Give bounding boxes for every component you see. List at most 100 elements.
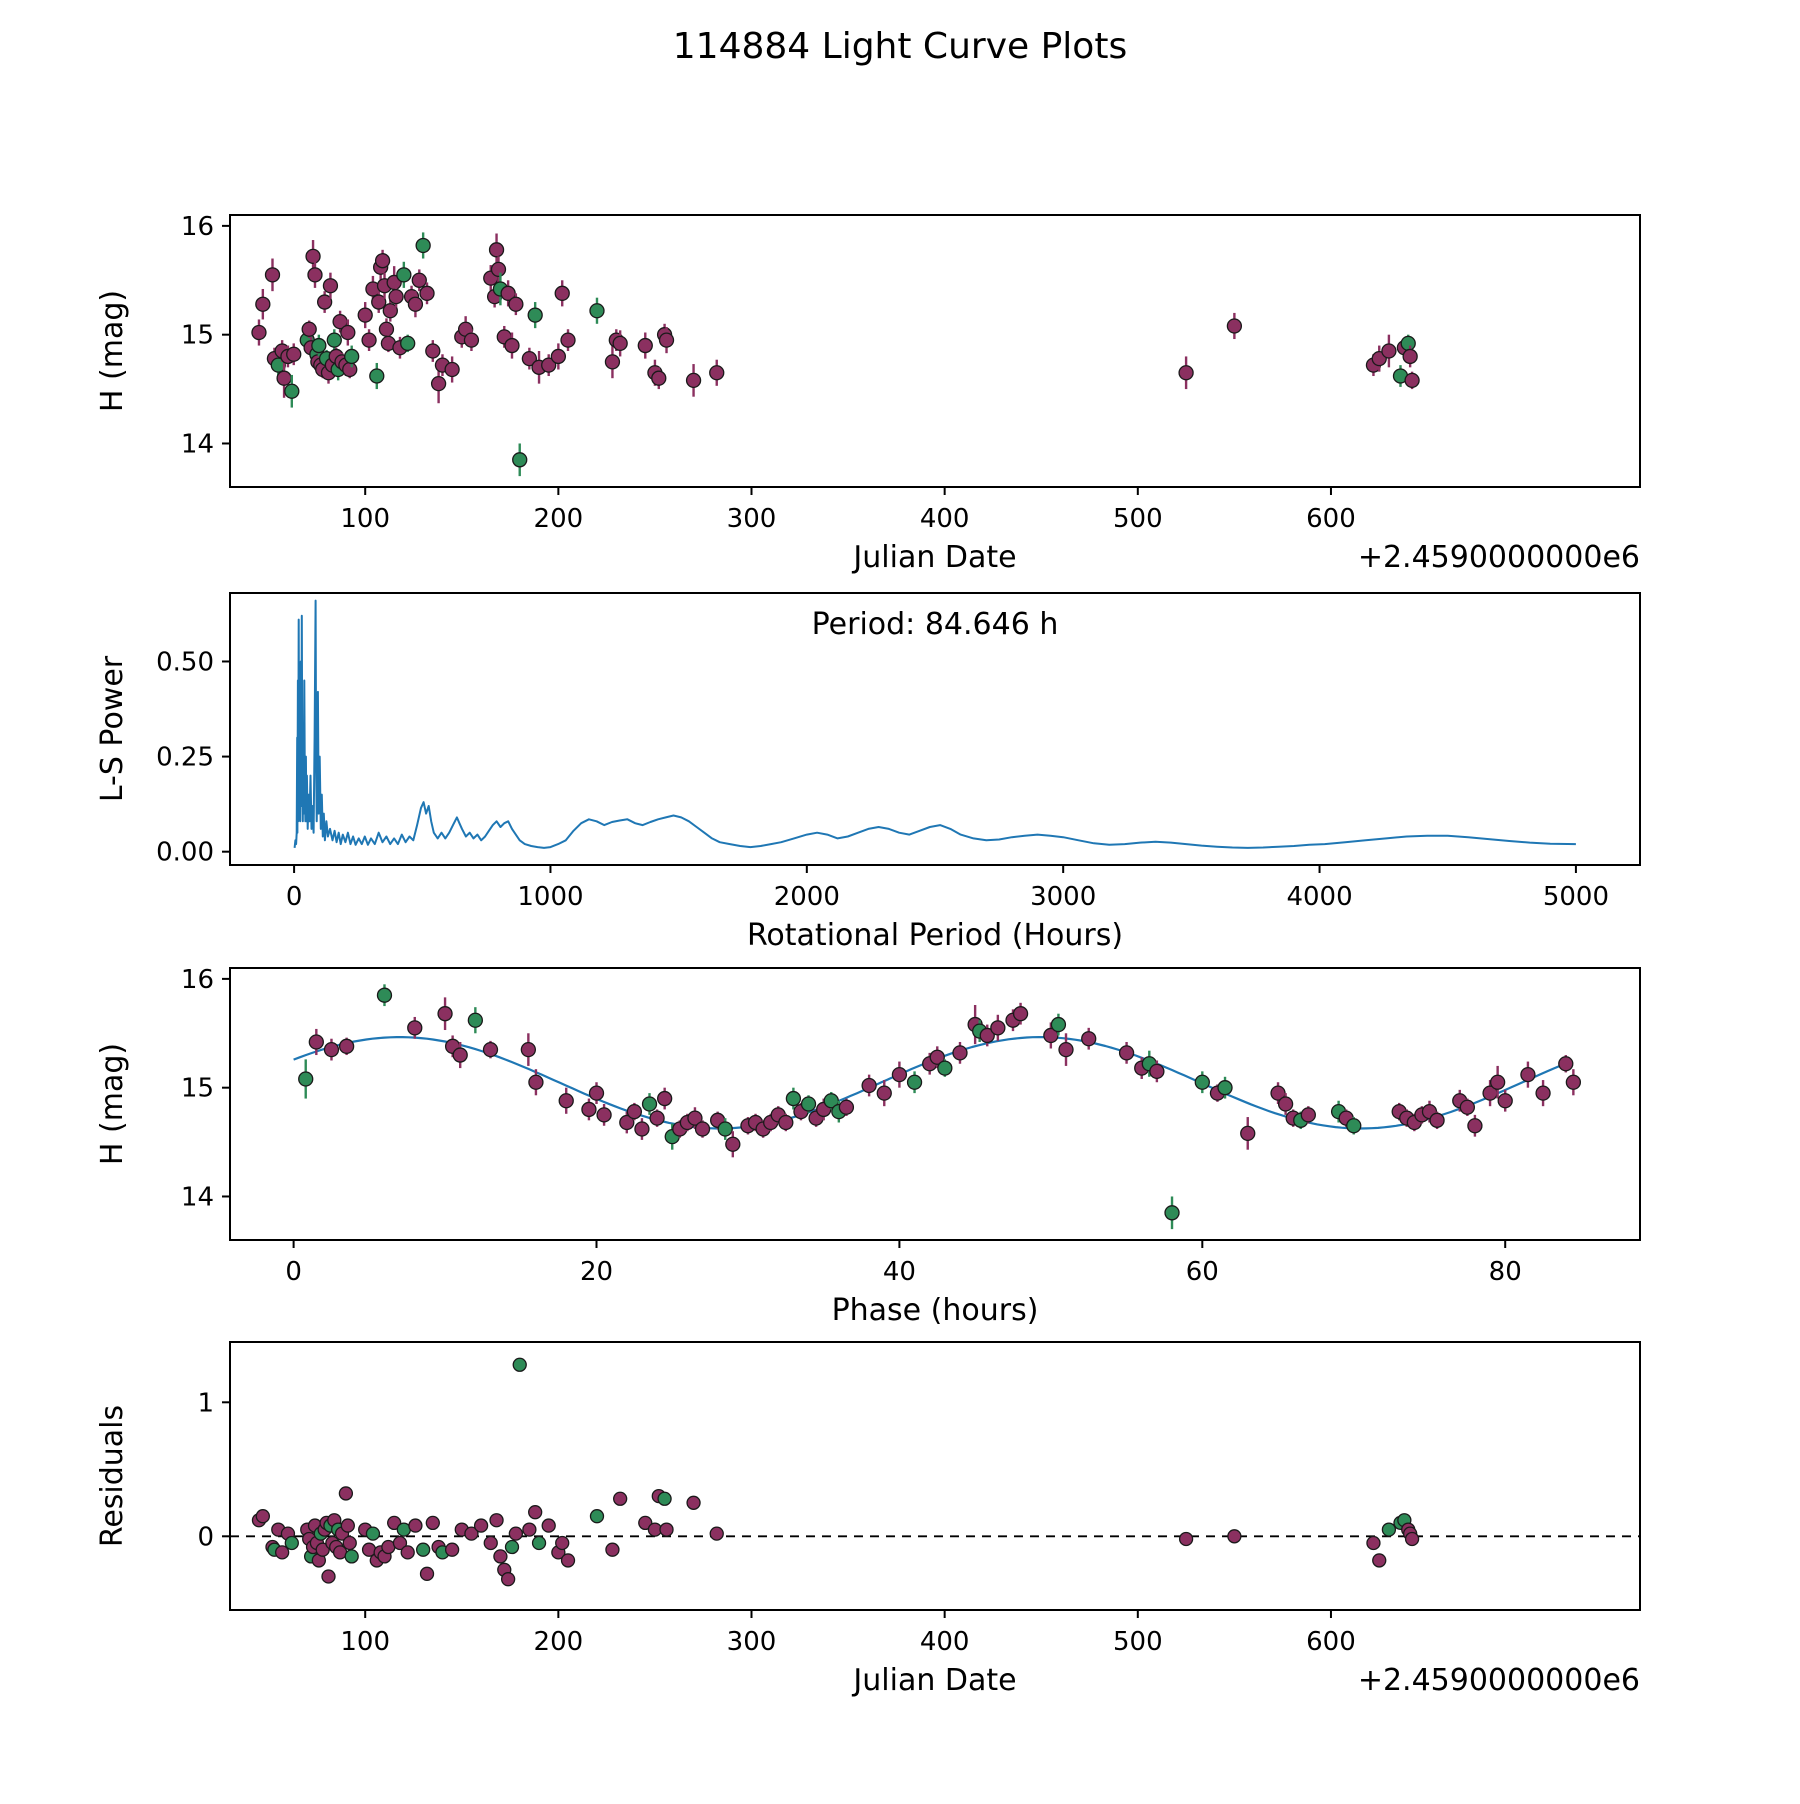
- data-point: [541, 357, 557, 373]
- data-point: [709, 1526, 724, 1541]
- data-point: [512, 1357, 527, 1372]
- x-axis-label: Julian Date: [851, 1663, 1016, 1698]
- data-point: [316, 294, 333, 310]
- data-point: [604, 354, 621, 370]
- data-point: [1429, 1112, 1445, 1128]
- data-point: [322, 278, 339, 294]
- data-point: [483, 1535, 498, 1551]
- data-point: [301, 321, 317, 337]
- data-point: [255, 1509, 270, 1524]
- data-point: [605, 1542, 620, 1557]
- x-axis-label: Phase (hours): [832, 1293, 1039, 1328]
- data-point: [891, 1066, 908, 1083]
- data-point: [554, 285, 570, 301]
- data-point: [929, 1049, 945, 1065]
- data-point: [685, 372, 702, 389]
- data-point: [387, 1515, 402, 1531]
- y-tick-label: 14: [181, 1182, 214, 1212]
- data-point: [588, 1085, 605, 1101]
- data-point: [725, 1136, 741, 1152]
- data-point: [687, 1110, 703, 1126]
- data-point: [1489, 1074, 1506, 1090]
- data-point: [990, 1020, 1006, 1036]
- data-point: [1178, 365, 1194, 381]
- data-point: [641, 1096, 658, 1112]
- data-point: [504, 1539, 520, 1555]
- data-point: [1240, 1125, 1256, 1142]
- data-point: [520, 1041, 537, 1058]
- y-tick-label: 0: [197, 1522, 214, 1552]
- axes-spines: [229, 967, 1641, 1241]
- data-point: [906, 1074, 923, 1090]
- data-point: [340, 1518, 355, 1533]
- phase-folded-axes: 0 20 40 60 80 16 15 14 Phase (hours) H (mag): [95, 965, 1641, 1328]
- data-point: [508, 296, 524, 312]
- x-tick-label: 60: [1186, 1257, 1219, 1287]
- data-point: [550, 348, 567, 365]
- data-point: [467, 1012, 483, 1028]
- y-axis-label: H (mag): [95, 290, 130, 412]
- y-tick-label: 16: [181, 965, 214, 995]
- x-tick-label: 300: [727, 504, 777, 534]
- data-point: [430, 375, 447, 392]
- period-annotation: Period: 84.646 h: [812, 607, 1059, 642]
- data-point: [589, 1509, 605, 1524]
- data-point: [952, 1045, 968, 1061]
- data-point: [396, 267, 412, 283]
- data-point: [1194, 1074, 1210, 1090]
- x-tick-label: 200: [534, 504, 584, 534]
- data-point: [694, 1121, 711, 1137]
- x-tick-label: 3000: [1030, 882, 1096, 912]
- data-point: [686, 1495, 701, 1510]
- data-point: [657, 1090, 673, 1107]
- data-point: [284, 1535, 299, 1551]
- data-point: [1565, 1074, 1582, 1090]
- data-point: [315, 1542, 330, 1557]
- x-tick-label: 500: [1113, 504, 1163, 534]
- data-point: [444, 1542, 460, 1557]
- data-point: [1081, 1031, 1097, 1047]
- y-tick-label: 0.50: [156, 647, 214, 677]
- x-tick-label: 40: [883, 1257, 916, 1287]
- data-point: [400, 335, 416, 352]
- data-point: [1497, 1093, 1513, 1109]
- data-point: [1149, 1063, 1165, 1080]
- data-point: [1467, 1118, 1483, 1134]
- data-point: [437, 1006, 453, 1022]
- data-point: [531, 1535, 547, 1551]
- data-point: [340, 324, 356, 341]
- residuals-points: [251, 1357, 1420, 1587]
- data-point: [717, 1121, 733, 1137]
- data-point: [308, 1034, 324, 1050]
- data-point: [311, 337, 327, 354]
- x-tick-label: 500: [1113, 1627, 1163, 1657]
- data-point: [388, 288, 404, 305]
- x-axis-offset-label: +2.4590000000e6: [1358, 1663, 1640, 1698]
- data-point: [504, 337, 520, 354]
- data-point: [344, 1549, 359, 1564]
- y-tick-label: 15: [181, 1074, 214, 1104]
- data-point: [1535, 1085, 1551, 1101]
- x-tick-label: 400: [920, 1627, 970, 1657]
- data-point: [275, 1545, 290, 1560]
- data-point: [709, 365, 725, 381]
- data-point: [1118, 1045, 1135, 1061]
- data-point: [560, 1553, 576, 1568]
- data-point: [527, 307, 543, 323]
- y-tick-label: 1: [197, 1388, 214, 1418]
- data-point: [528, 1505, 543, 1520]
- data-point: [555, 1535, 570, 1551]
- data-point: [490, 261, 507, 278]
- data-point: [344, 348, 360, 365]
- periodogram-axes: Period: 84.646 h 0 1000 2000 3000 4000 5000 0.5…: [95, 592, 1641, 953]
- x-axis-label: Rotational Period (Hours): [747, 918, 1123, 953]
- jd-lightcurve-points: [251, 232, 1420, 477]
- x-tick-label: 300: [727, 1627, 777, 1657]
- data-point: [1381, 1522, 1397, 1537]
- data-point: [400, 1545, 415, 1560]
- data-point: [1372, 1553, 1387, 1568]
- data-point: [634, 1121, 650, 1137]
- data-point: [452, 1047, 468, 1063]
- x-tick-label: 100: [340, 1627, 390, 1657]
- y-axis-label: Residuals: [95, 1405, 130, 1547]
